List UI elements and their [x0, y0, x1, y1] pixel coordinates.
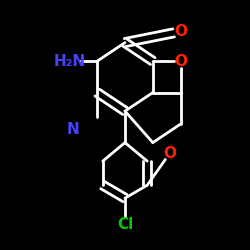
Text: O: O — [163, 146, 176, 161]
Text: O: O — [174, 54, 187, 68]
Text: N: N — [67, 122, 80, 137]
Text: H₂N: H₂N — [54, 54, 86, 68]
Text: O: O — [174, 24, 187, 39]
Text: Cl: Cl — [117, 216, 133, 232]
